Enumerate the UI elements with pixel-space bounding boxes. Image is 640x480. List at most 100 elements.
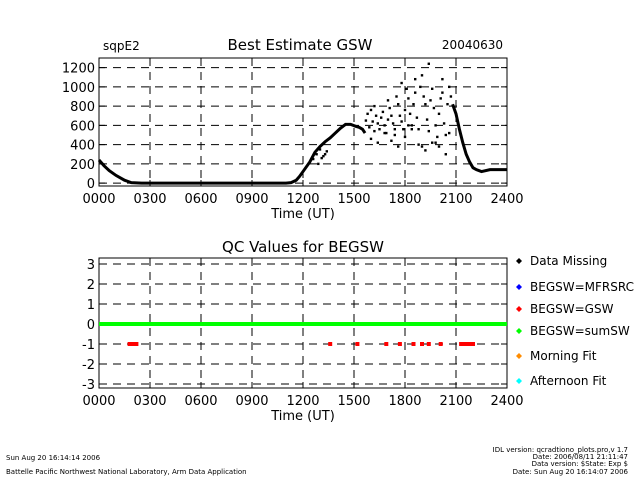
legend-label: BEGSW=MFRSRC: [530, 280, 634, 294]
y-tick-label: -2: [82, 358, 95, 373]
scatter-point: [398, 114, 402, 117]
scatter-point: [383, 124, 386, 127]
scatter-point: [315, 153, 318, 156]
scatter-point: [410, 128, 413, 131]
scatter-point: [369, 137, 373, 141]
scatter-point: [403, 135, 407, 139]
scatter-point: [385, 131, 388, 135]
qc-point-gsw: [397, 342, 402, 346]
scatter-point: [395, 95, 398, 98]
y-tick-label: 600: [70, 119, 95, 134]
scatter-point: [368, 126, 371, 129]
scatter-point: [400, 81, 403, 85]
date-label: 20040630: [442, 38, 503, 52]
scatter-point: [441, 77, 444, 81]
qc-point-gsw: [355, 342, 360, 346]
x-tick-label: 2400: [490, 192, 523, 207]
scatter-point: [400, 120, 403, 123]
x-tick-label: 1500: [337, 192, 370, 207]
scatter-point: [424, 149, 427, 152]
x-tick-label: 0600: [184, 192, 217, 207]
scatter-point: [420, 74, 424, 77]
scatter-point: [420, 145, 424, 148]
scatter-point: [393, 133, 396, 137]
x-tick-label: 0000: [82, 394, 115, 409]
qc-point-gsw: [471, 342, 475, 346]
scatter-point: [376, 141, 379, 144]
scatter-point: [390, 139, 393, 142]
y-tick-label: 3: [87, 258, 95, 273]
scatter-point: [376, 122, 379, 125]
legend-label: Data Missing: [530, 254, 607, 268]
scatter-point: [444, 153, 447, 156]
scatter-point: [312, 157, 315, 161]
scatter-point: [414, 91, 417, 94]
scatter-point: [393, 128, 396, 131]
scatter-point: [397, 102, 400, 106]
footer-version-line: Date: Sun Aug 20 16:14:07 2006: [512, 467, 628, 476]
scatter-point: [410, 124, 413, 127]
scatter-point: [325, 150, 328, 153]
scatter-point: [322, 154, 325, 158]
x-tick-label: 1800: [388, 192, 421, 207]
legend-marker: [516, 353, 522, 359]
scatter-point: [442, 122, 446, 125]
series-line-gsw-tail: [451, 103, 507, 174]
scatter-point: [390, 114, 393, 117]
chart-title: QC Values for BEGSW: [222, 238, 384, 256]
y-tick-label: 1200: [62, 62, 95, 77]
scatter-point: [373, 129, 376, 133]
scatter-point: [415, 116, 419, 119]
x-tick-label: 1800: [388, 394, 421, 409]
y-tick-label: 0: [87, 177, 95, 192]
scatter-point: [402, 128, 405, 131]
qc-point-gsw: [384, 342, 389, 346]
scatter-point: [436, 135, 439, 139]
scatter-point: [446, 102, 449, 106]
scatter-point: [405, 87, 408, 90]
x-tick-label: 2100: [439, 192, 472, 207]
chart-title: Best Estimate GSW: [228, 36, 373, 54]
qc-point-gsw: [134, 342, 139, 346]
scatter-point: [403, 108, 407, 112]
scatter-point: [417, 128, 420, 131]
scatter-point: [317, 162, 320, 166]
x-tick-label: 1200: [286, 394, 319, 409]
x-tick-label: 0600: [184, 394, 217, 409]
scatter-point: [412, 102, 415, 106]
scatter-point: [380, 116, 383, 119]
scatter-point: [432, 106, 436, 110]
y-tick-label: 1: [87, 298, 95, 313]
y-tick-label: 200: [70, 158, 95, 173]
scatter-point: [364, 119, 368, 122]
scatter-point: [386, 99, 390, 102]
x-axis-label: Time (UT): [270, 409, 335, 424]
footer-version-line: Data version: $State: Exp $: [531, 460, 628, 469]
y-tick-label: -3: [82, 378, 95, 393]
scatter-point: [414, 77, 417, 81]
scatter-point: [448, 131, 451, 135]
scatter-point: [434, 141, 437, 144]
footer-timestamp: Sun Aug 20 16:14:14 2006: [6, 454, 101, 462]
scatter-point: [373, 104, 376, 108]
x-tick-label: 0000: [82, 192, 115, 207]
scatter-point: [424, 102, 427, 106]
scatter-point: [417, 143, 420, 146]
qc-point-gsw: [426, 342, 431, 346]
scatter-point: [427, 129, 430, 133]
x-tick-label: 0900: [235, 192, 268, 207]
scatter-point: [407, 97, 410, 100]
legend-marker: [516, 258, 522, 264]
scatter-point: [419, 85, 422, 89]
x-axis-label: Time (UT): [270, 207, 335, 222]
scatter-point: [437, 145, 441, 148]
scatter-point: [422, 95, 425, 98]
scatter-point: [391, 122, 395, 125]
scatter-point: [388, 106, 391, 110]
scatter-point: [323, 153, 327, 156]
scatter-point: [439, 97, 442, 100]
scatter-point: [407, 124, 410, 127]
scatter-point: [444, 133, 447, 137]
footer-version-line: IDL version: qcradtiono_plots.pro,v 1.7: [492, 446, 628, 454]
